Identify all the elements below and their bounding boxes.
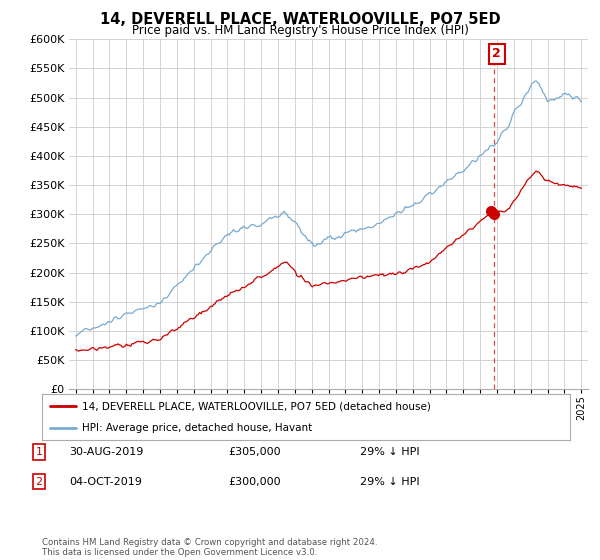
- Text: 14, DEVERELL PLACE, WATERLOOVILLE, PO7 5ED: 14, DEVERELL PLACE, WATERLOOVILLE, PO7 5…: [100, 12, 500, 27]
- Text: 29% ↓ HPI: 29% ↓ HPI: [360, 477, 419, 487]
- Text: 04-OCT-2019: 04-OCT-2019: [69, 477, 142, 487]
- Text: £300,000: £300,000: [228, 477, 281, 487]
- Text: 1: 1: [35, 447, 43, 457]
- Text: 14, DEVERELL PLACE, WATERLOOVILLE, PO7 5ED (detached house): 14, DEVERELL PLACE, WATERLOOVILLE, PO7 5…: [82, 401, 430, 411]
- Text: HPI: Average price, detached house, Havant: HPI: Average price, detached house, Hava…: [82, 423, 312, 433]
- Text: Price paid vs. HM Land Registry's House Price Index (HPI): Price paid vs. HM Land Registry's House …: [131, 24, 469, 36]
- Text: 2: 2: [493, 47, 501, 60]
- Text: £305,000: £305,000: [228, 447, 281, 457]
- Text: 2: 2: [35, 477, 43, 487]
- Text: 30-AUG-2019: 30-AUG-2019: [69, 447, 143, 457]
- Text: Contains HM Land Registry data © Crown copyright and database right 2024.
This d: Contains HM Land Registry data © Crown c…: [42, 538, 377, 557]
- Text: 29% ↓ HPI: 29% ↓ HPI: [360, 447, 419, 457]
